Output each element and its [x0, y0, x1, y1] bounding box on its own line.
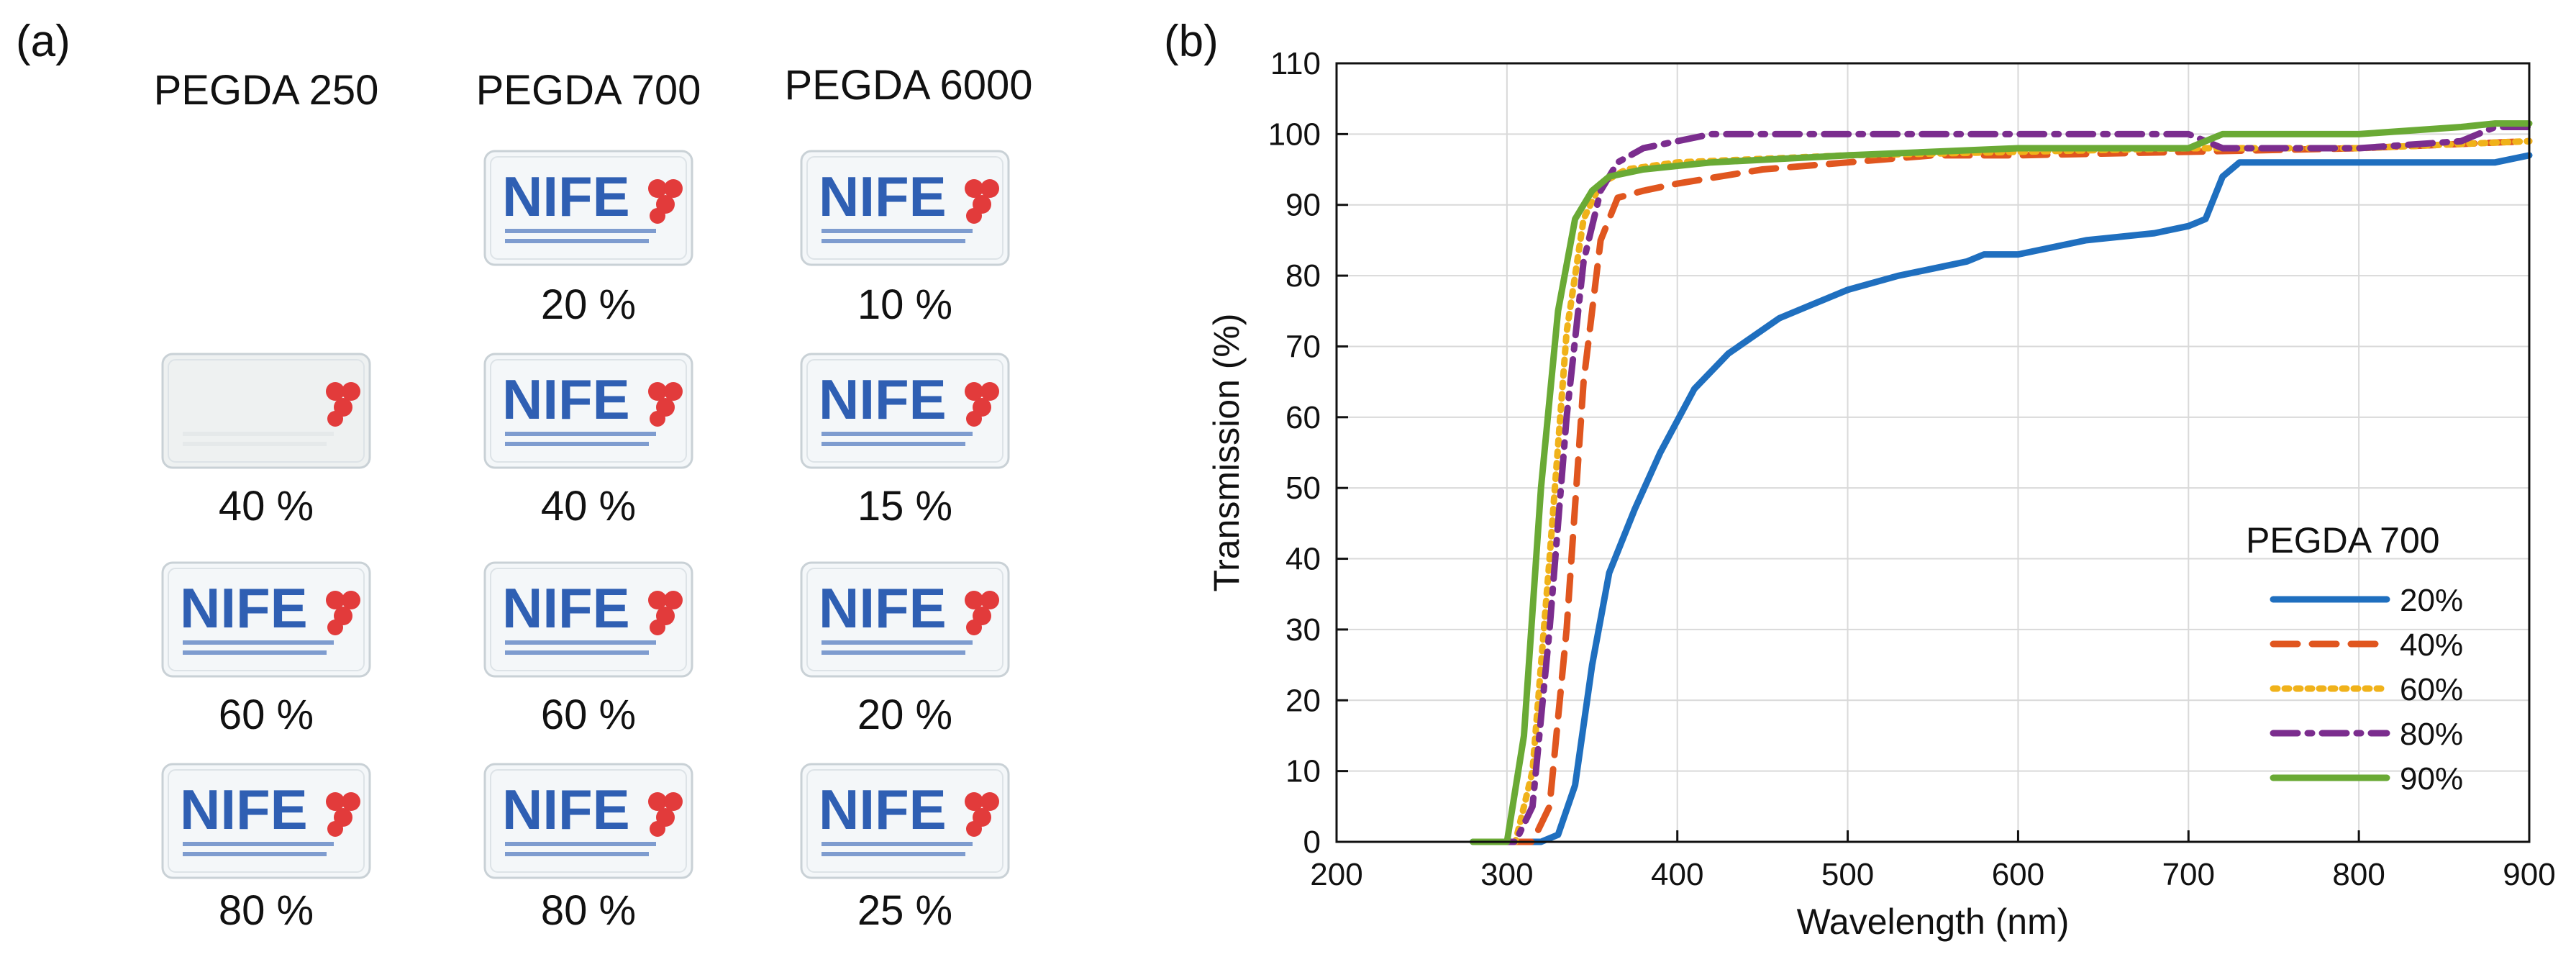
sample-image: NIFE	[158, 757, 374, 885]
series-line-80-pct	[1486, 124, 2533, 845]
series-line-20-pct	[1470, 152, 2533, 845]
y-tick-label: 60	[1285, 400, 1321, 435]
y-tick-label: 110	[1270, 46, 1321, 81]
sample-image: NIFE	[797, 347, 1013, 475]
legend-label: 60%	[2400, 672, 2463, 707]
svg-text:NIFE: NIFE	[819, 165, 947, 228]
sample-concentration-label: 80 %	[218, 887, 314, 934]
svg-text:NIFE: NIFE	[502, 368, 630, 431]
column-header-pegda-700: PEGDA 700	[475, 67, 701, 114]
sample-concentration-label: 60 %	[218, 691, 314, 738]
svg-text:NIFE: NIFE	[180, 576, 308, 640]
x-tick-label: 400	[1651, 857, 1703, 892]
x-tick-label: 300	[1480, 857, 1533, 892]
y-tick-label: 30	[1285, 612, 1321, 648]
legend-label: 80%	[2400, 717, 2463, 752]
svg-text:NIFE: NIFE	[180, 778, 308, 841]
y-axis-label: Transmission (%)	[1206, 313, 1247, 591]
sample-concentration-label: 15 %	[857, 483, 953, 530]
y-tick-label: 70	[1285, 329, 1321, 364]
panel-b-label: (b)	[1164, 17, 1219, 66]
legend-label: 40%	[2400, 627, 2463, 663]
column-header-pegda-250: PEGDA 250	[153, 67, 379, 114]
legend-label: 90%	[2400, 761, 2463, 797]
y-tick-label: 90	[1285, 188, 1321, 223]
sample-concentration-label: 80 %	[540, 887, 637, 934]
sample-image: NIFE	[481, 347, 696, 475]
sample-image	[158, 347, 374, 475]
column-header-pegda-6000: PEGDA 6000	[784, 62, 1033, 109]
x-tick-label: 600	[1992, 857, 2044, 892]
sample-image: NIFE	[797, 757, 1013, 885]
sample-image: NIFE	[481, 555, 696, 684]
sample-concentration-label: 40 %	[218, 483, 314, 530]
sample-image: NIFE	[158, 555, 374, 684]
svg-text:NIFE: NIFE	[819, 778, 947, 841]
legend-label: 20%	[2400, 583, 2463, 618]
sample-image: NIFE	[481, 757, 696, 885]
sample-image: NIFE	[797, 144, 1013, 272]
sample-concentration-label: 60 %	[540, 691, 637, 738]
sample-image: NIFE	[481, 144, 696, 272]
sample-concentration-label: 20 %	[857, 691, 953, 738]
svg-text:NIFE: NIFE	[502, 576, 630, 640]
series-line-90-pct	[1470, 120, 2533, 845]
svg-text:NIFE: NIFE	[502, 778, 630, 841]
legend-title: PEGDA 700	[2246, 520, 2440, 561]
x-tick-label: 800	[2332, 857, 2385, 892]
sample-concentration-label: 10 %	[857, 281, 953, 328]
y-tick-label: 10	[1285, 754, 1321, 789]
y-tick-label: 0	[1303, 825, 1321, 860]
sample-concentration-label: 20 %	[540, 281, 637, 328]
panel-a-label: (a)	[16, 17, 70, 66]
x-tick-label: 700	[2162, 857, 2215, 892]
x-axis-label: Wavelength (nm)	[1797, 902, 2070, 942]
sample-concentration-label: 40 %	[540, 483, 637, 530]
x-tick-label: 500	[1821, 857, 1874, 892]
y-tick-label: 80	[1285, 258, 1321, 294]
svg-text:NIFE: NIFE	[502, 165, 630, 228]
y-tick-label: 100	[1268, 117, 1321, 152]
x-tick-label: 200	[1310, 857, 1362, 892]
y-tick-label: 20	[1285, 683, 1321, 718]
svg-text:NIFE: NIFE	[819, 368, 947, 431]
series-line-40-pct	[1503, 137, 2533, 845]
svg-text:NIFE: NIFE	[819, 576, 947, 640]
y-tick-label: 50	[1285, 471, 1321, 506]
sample-image: NIFE	[797, 555, 1013, 684]
x-tick-label: 900	[2503, 857, 2555, 892]
sample-concentration-label: 25 %	[857, 887, 953, 934]
plot-frame	[1335, 62, 2531, 843]
y-tick-label: 40	[1285, 542, 1321, 577]
